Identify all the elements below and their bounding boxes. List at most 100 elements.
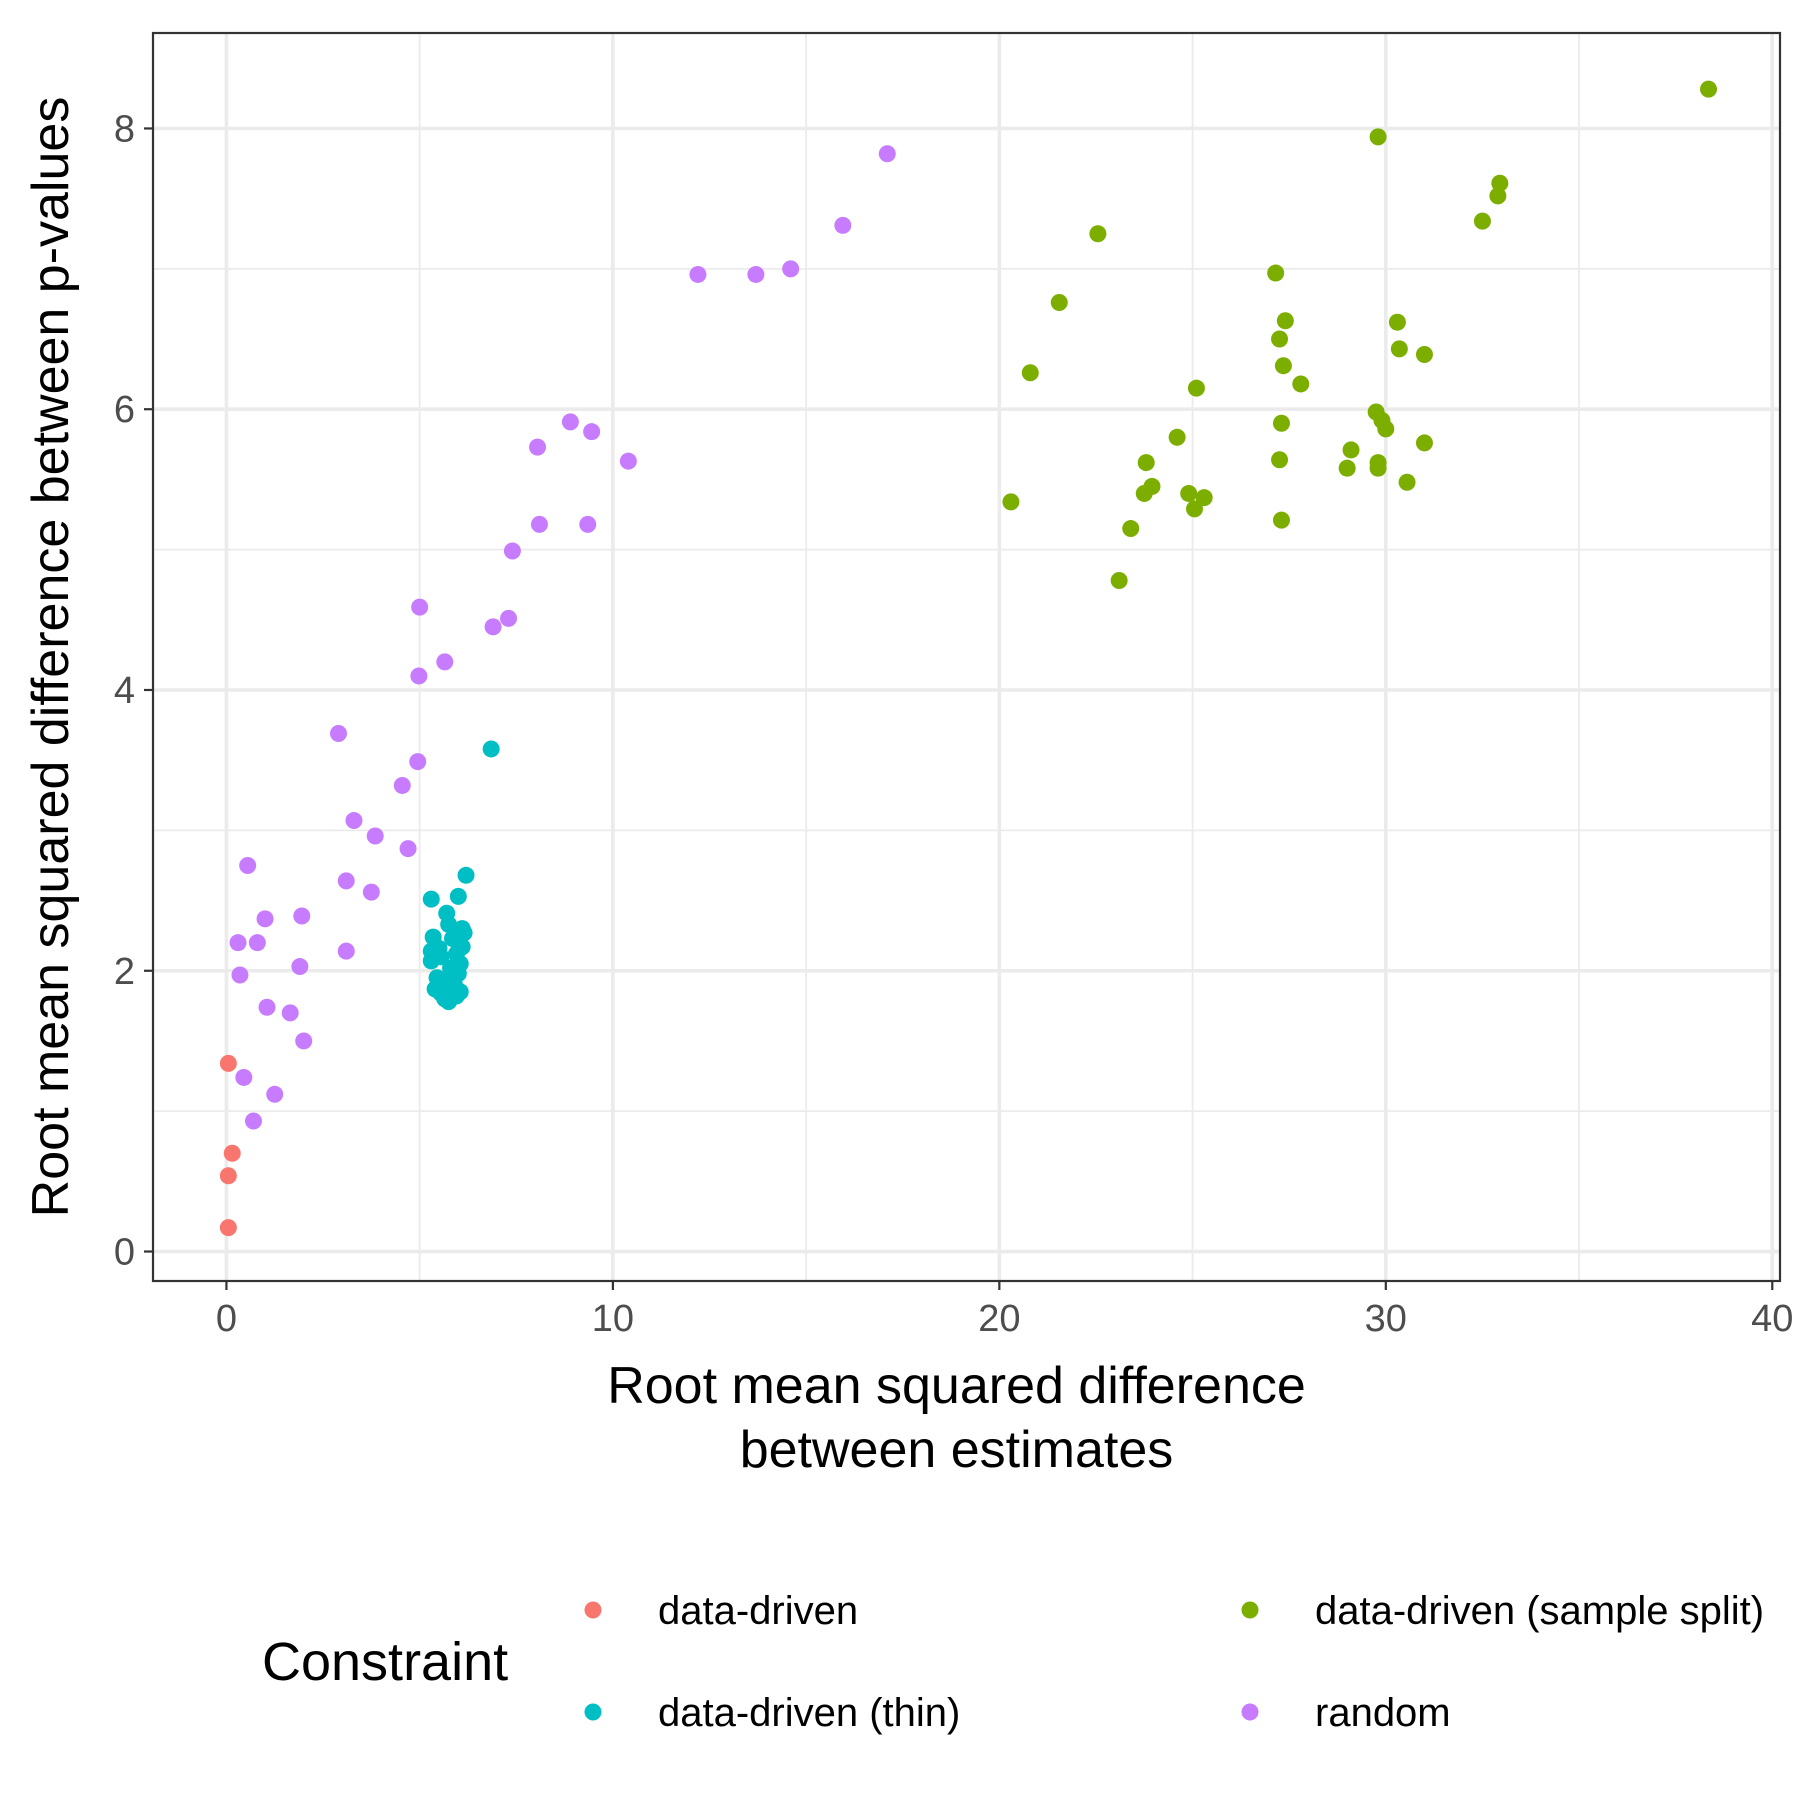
data-point (337, 872, 355, 890)
y-axis-title: Root mean squared difference between p-v… (22, 97, 80, 1218)
grid-lines (153, 33, 1780, 1281)
y-tick-label: 6 (114, 389, 135, 431)
data-point (1398, 473, 1416, 491)
data-point (244, 1112, 262, 1130)
data-point (1388, 313, 1406, 331)
data-point (1180, 484, 1198, 502)
data-point (409, 753, 427, 771)
data-point (223, 1144, 241, 1162)
data-point (878, 145, 896, 163)
data-point (500, 609, 518, 627)
data-point (1137, 454, 1155, 472)
data-point (219, 1167, 237, 1185)
data-point (422, 890, 440, 908)
data-point (1135, 484, 1153, 502)
data-point (457, 866, 475, 884)
data-point (1187, 379, 1205, 397)
data-point (410, 667, 428, 685)
y-tick-label: 8 (114, 108, 135, 150)
data-point (366, 827, 384, 845)
data-points (219, 80, 1718, 1237)
x-tick-label: 30 (1365, 1298, 1407, 1340)
data-point (231, 966, 249, 984)
data-point (1271, 330, 1289, 348)
data-point (1122, 520, 1140, 538)
legend-key (584, 1601, 602, 1619)
legend-label: random (1315, 1691, 1451, 1735)
data-point (219, 1054, 237, 1072)
data-point (330, 725, 348, 743)
data-point (1342, 441, 1360, 459)
legend-key (1241, 1703, 1259, 1721)
y-tick-label: 4 (114, 670, 135, 712)
data-point (484, 618, 502, 636)
data-point (689, 265, 707, 283)
data-point (291, 958, 309, 976)
legend-key (1241, 1601, 1259, 1619)
y-tick-label: 0 (114, 1232, 135, 1274)
x-axis-title-line-2: between estimates (740, 1421, 1174, 1479)
data-point (1272, 414, 1290, 432)
y-tick-label: 2 (114, 951, 135, 993)
data-point (229, 934, 247, 952)
data-point (1377, 420, 1395, 438)
legend-label: data-driven (thin) (658, 1691, 960, 1735)
data-point (399, 840, 417, 858)
data-point (235, 1068, 253, 1086)
data-point (449, 887, 467, 905)
data-point (256, 910, 274, 928)
data-point (1271, 451, 1289, 469)
legend: Constraint data-driven data-driven (sampl… (262, 1589, 1764, 1735)
data-point (561, 413, 579, 431)
data-point (362, 883, 380, 901)
legend-label: data-driven (sample split) (1315, 1589, 1764, 1633)
data-point (1050, 294, 1068, 312)
data-point (1489, 187, 1507, 205)
data-point (345, 812, 363, 830)
data-point (503, 542, 521, 560)
panel-border (151, 31, 1782, 1283)
data-point (1369, 459, 1387, 477)
data-point (411, 598, 429, 616)
data-point (239, 856, 257, 874)
data-point (1276, 312, 1294, 330)
data-point (530, 515, 548, 533)
data-point (266, 1085, 284, 1103)
data-point (1021, 364, 1039, 382)
x-tick-label: 20 (978, 1298, 1020, 1340)
legend-items: data-driven data-driven (sample split) dat… (584, 1589, 1764, 1735)
data-point (1338, 459, 1356, 477)
axes: 0 10 20 30 40 0 2 4 6 8 (114, 108, 1794, 1340)
data-point (1390, 340, 1408, 358)
data-point (579, 515, 597, 533)
data-point (295, 1032, 313, 1050)
data-point (440, 915, 458, 933)
data-point (1274, 357, 1292, 375)
x-tick-label: 40 (1751, 1298, 1793, 1340)
data-point (1168, 428, 1186, 446)
data-point (482, 740, 500, 758)
data-point (281, 1004, 299, 1022)
data-point (1369, 128, 1387, 146)
legend-key (584, 1703, 602, 1721)
data-point (219, 1219, 237, 1237)
data-point (248, 934, 266, 952)
data-point (1110, 571, 1128, 589)
data-point (1089, 225, 1107, 243)
data-point (1415, 345, 1433, 363)
data-point (337, 942, 355, 960)
data-point (1491, 174, 1509, 192)
data-point (1415, 434, 1433, 452)
data-point (1473, 212, 1491, 230)
data-point (583, 423, 601, 441)
data-point (1267, 264, 1285, 282)
data-point (393, 776, 411, 794)
legend-title: Constraint (262, 1632, 508, 1692)
data-point (258, 998, 276, 1016)
data-point (422, 952, 440, 970)
data-point (293, 907, 311, 925)
legend-label: data-driven (658, 1589, 858, 1633)
